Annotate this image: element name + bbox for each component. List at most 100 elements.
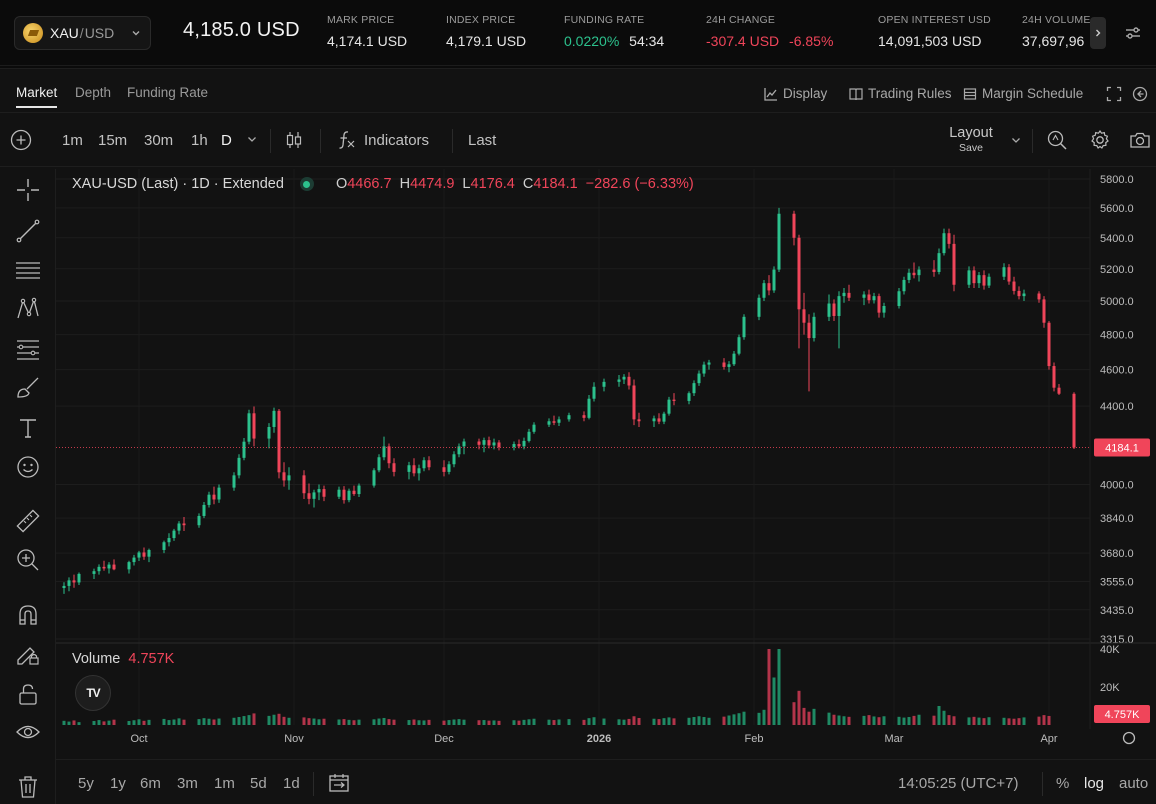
- stat-open-interest: OPEN INTEREST USD 14,091,503 USD: [878, 14, 991, 49]
- trend-line-icon[interactable]: [15, 218, 41, 244]
- horizontal-lines-icon[interactable]: [15, 257, 41, 283]
- candle-body: [942, 233, 946, 254]
- tab-market[interactable]: Market: [16, 85, 58, 108]
- y-axis-label: 5200.0: [1100, 264, 1134, 276]
- emoji-icon[interactable]: [15, 454, 41, 480]
- bottom-divider: [1042, 772, 1043, 796]
- percent-scale-toggle[interactable]: %: [1056, 775, 1070, 792]
- range-1y[interactable]: 1y: [110, 775, 126, 792]
- brush-icon[interactable]: [15, 375, 41, 401]
- interval-30m[interactable]: 30m: [144, 132, 174, 149]
- range-5y[interactable]: 5y: [78, 775, 94, 792]
- chevron-down-icon[interactable]: [244, 131, 260, 147]
- trading-rules-button[interactable]: Trading Rules: [849, 86, 952, 101]
- chart-background: [56, 169, 1156, 751]
- candle-body: [1012, 281, 1016, 291]
- axis-settings-icon[interactable]: [1122, 731, 1136, 745]
- camera-icon[interactable]: [1129, 129, 1151, 151]
- interval-1h[interactable]: 1h: [191, 132, 208, 149]
- layout-button[interactable]: Layout Save: [940, 125, 1002, 154]
- crosshair-icon[interactable]: [15, 177, 41, 203]
- scroll-right-button[interactable]: [1090, 17, 1106, 49]
- drawing-tools: [0, 169, 56, 804]
- tab-depth[interactable]: Depth: [75, 85, 112, 100]
- fullscreen-icon[interactable]: [1106, 86, 1122, 102]
- trash-icon[interactable]: [15, 773, 41, 799]
- indicators-button[interactable]: Indicators: [364, 132, 430, 149]
- candle-body: [637, 419, 641, 422]
- x-axis-label: Nov: [284, 733, 304, 745]
- volume-bar: [532, 718, 536, 725]
- quick-search-icon[interactable]: [1046, 129, 1068, 151]
- candle-body: [737, 337, 741, 354]
- display-button[interactable]: Display: [764, 86, 827, 101]
- funding-countdown: 54:34: [629, 33, 665, 49]
- fib-retracement-icon[interactable]: [15, 336, 41, 362]
- stat-value: 14,091,503 USD: [878, 33, 982, 49]
- date-range-icon[interactable]: [328, 773, 350, 793]
- margin-schedule-button[interactable]: Margin Schedule: [963, 86, 1083, 101]
- volume-legend: Volume 4.757K: [72, 651, 174, 667]
- lock-drawings-icon[interactable]: [15, 641, 41, 667]
- magnet-icon[interactable]: [15, 602, 41, 628]
- range-1m[interactable]: 1m: [214, 775, 235, 792]
- chart-toolbar: 1m 15m 30m 1h D Indicators Last Layout S…: [0, 113, 1156, 167]
- clock-display[interactable]: 14:05:25 (UTC+7): [898, 775, 1019, 792]
- volume-bar: [697, 716, 701, 725]
- function-icon[interactable]: [336, 129, 358, 151]
- candle-body: [552, 421, 556, 423]
- range-1d[interactable]: 1d: [283, 775, 300, 792]
- market-status-icon: [299, 177, 314, 191]
- chevron-down-icon: [132, 31, 140, 36]
- candle-body: [102, 566, 106, 569]
- log-scale-toggle[interactable]: log: [1084, 775, 1105, 792]
- candles-icon[interactable]: [283, 129, 305, 151]
- range-5d[interactable]: 5d: [250, 775, 267, 792]
- volume-bar: [497, 720, 501, 725]
- volume-bar: [762, 709, 766, 725]
- tab-funding-rate[interactable]: Funding Rate: [127, 85, 209, 100]
- volume-bar: [127, 721, 131, 725]
- price-chart[interactable]: 5800.0 5600.0 5400.0 5200.0 5000.0 4800.0 4600…: [56, 169, 1156, 751]
- toolbar-divider: [270, 129, 271, 153]
- tradingview-logo[interactable]: TV: [75, 675, 111, 711]
- line-chart-icon: [764, 87, 777, 101]
- candle-body: [662, 413, 666, 422]
- chevron-down-icon[interactable]: [1008, 132, 1024, 148]
- pattern-icon[interactable]: [15, 296, 41, 322]
- text-tool-icon[interactable]: [15, 415, 41, 441]
- stat-label: FUNDING RATE: [564, 14, 645, 26]
- volume-bar: [727, 715, 731, 725]
- candle-body: [867, 294, 871, 301]
- auto-scale-toggle[interactable]: auto: [1119, 775, 1149, 792]
- range-6m[interactable]: 6m: [140, 775, 161, 792]
- pair-selector[interactable]: XAU / USD: [14, 16, 151, 50]
- eye-icon[interactable]: [15, 719, 41, 745]
- volume-bar: [387, 719, 391, 725]
- candle-body: [802, 309, 806, 323]
- candle-body: [457, 446, 461, 455]
- interval-1m[interactable]: 1m: [62, 132, 83, 149]
- interval-d[interactable]: D: [221, 132, 232, 149]
- add-symbol-icon[interactable]: [10, 129, 32, 151]
- candle-body: [727, 364, 731, 367]
- range-3m[interactable]: 3m: [177, 775, 198, 792]
- volume-bar: [587, 718, 591, 725]
- stat-label: 24H VOLUME: [1022, 14, 1091, 26]
- zoom-in-icon[interactable]: [15, 547, 41, 573]
- interval-15m[interactable]: 15m: [98, 132, 128, 149]
- volume-bar: [92, 721, 96, 725]
- volume-bar: [112, 719, 116, 725]
- volume-bar: [167, 720, 171, 725]
- sliders-icon[interactable]: [1124, 24, 1142, 42]
- lock-icon[interactable]: [15, 681, 41, 707]
- candle-body: [182, 523, 186, 526]
- settings-gear-icon[interactable]: [1089, 129, 1111, 151]
- volume-bar: [982, 718, 986, 725]
- price-source-button[interactable]: Last: [468, 132, 497, 149]
- volume-bar: [77, 722, 81, 725]
- back-circle-icon[interactable]: [1132, 86, 1148, 102]
- volume-label: Volume: [72, 651, 121, 667]
- volume-bar: [807, 711, 811, 725]
- ruler-icon[interactable]: [15, 508, 41, 534]
